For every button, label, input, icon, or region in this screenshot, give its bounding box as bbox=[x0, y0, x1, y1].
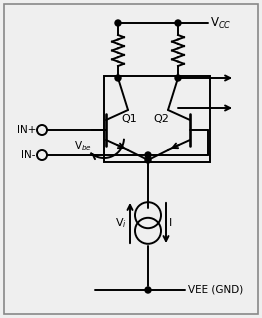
Text: I: I bbox=[169, 218, 172, 228]
Circle shape bbox=[175, 75, 181, 81]
Text: V$_{CC}$: V$_{CC}$ bbox=[210, 16, 232, 31]
Text: IN-: IN- bbox=[21, 150, 36, 160]
Text: V$_{i}$: V$_{i}$ bbox=[115, 216, 127, 230]
Text: IN+: IN+ bbox=[17, 125, 36, 135]
Circle shape bbox=[175, 20, 181, 26]
Circle shape bbox=[145, 157, 151, 163]
Circle shape bbox=[145, 287, 151, 293]
Circle shape bbox=[115, 20, 121, 26]
Circle shape bbox=[115, 75, 121, 81]
Bar bbox=[104, 76, 210, 162]
Text: Q2: Q2 bbox=[153, 114, 169, 124]
Text: VEE (GND): VEE (GND) bbox=[188, 285, 243, 295]
Circle shape bbox=[145, 152, 151, 158]
Text: V$_{be}$: V$_{be}$ bbox=[74, 139, 92, 153]
Text: Q1: Q1 bbox=[121, 114, 137, 124]
